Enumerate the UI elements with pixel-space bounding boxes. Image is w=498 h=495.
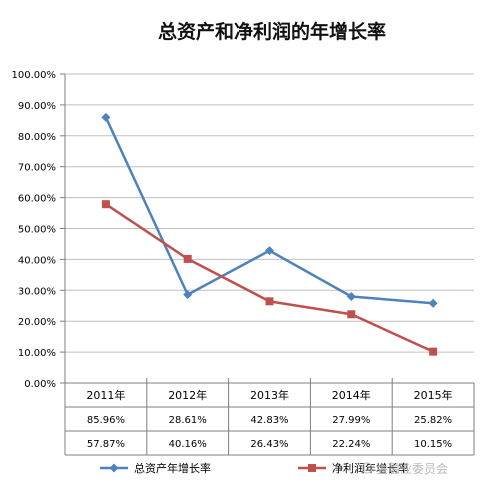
x-tick-label: 2011年 <box>86 388 125 402</box>
data-point <box>308 464 316 472</box>
y-tick-label: 80.00% <box>18 132 56 143</box>
series-group <box>101 112 438 308</box>
y-tick-label: 60.00% <box>18 194 56 205</box>
table-value-label: 57.87% <box>87 439 125 450</box>
legend-label: 净利润年增长率 <box>332 461 409 475</box>
series-line <box>104 116 434 305</box>
data-table: 2011年 2012年 2013年 2014年 2015年 85.96% 28.61% 42.… <box>64 378 475 456</box>
grid-layer: 0.00% 10.00% 20.00% 30.00% 40.00% 50.00% 60.00… <box>12 70 474 390</box>
series-layer <box>101 112 438 356</box>
data-point <box>183 254 192 263</box>
x-tick-label: 2014年 <box>332 388 371 402</box>
table-value-label: 28.61% <box>169 415 207 426</box>
y-tick-label: 70.00% <box>18 163 56 174</box>
watermark-icon <box>361 462 373 474</box>
series-group <box>101 200 438 356</box>
y-tick-label: 10.00% <box>18 348 56 359</box>
data-point <box>429 347 438 356</box>
x-tick-label: 2013年 <box>250 388 289 402</box>
data-point <box>183 290 193 300</box>
table-value-label: 40.16% <box>169 439 207 450</box>
y-tick-label: 40.00% <box>18 255 56 266</box>
table-value-label: 22.24% <box>332 439 370 450</box>
x-tick-label: 2012年 <box>168 388 207 402</box>
watermark-text: 金融业委员会 <box>376 461 448 476</box>
table-value-label: 25.82% <box>414 415 452 426</box>
y-tick-label: 100.00% <box>12 70 57 81</box>
legend-label: 总资产年增长率 <box>134 461 211 475</box>
table-value-label: 10.15% <box>414 439 452 450</box>
data-point <box>101 112 111 122</box>
table-value-label: 42.83% <box>250 415 288 426</box>
data-point <box>265 297 274 306</box>
chart-title: 总资产和净利润的年增长率 <box>158 20 386 43</box>
y-tick-label: 0.00% <box>24 379 56 390</box>
y-tick-label: 90.00% <box>18 101 56 112</box>
data-point <box>101 200 110 209</box>
data-point <box>109 463 119 473</box>
data-point <box>428 298 438 308</box>
data-point <box>265 246 274 256</box>
y-tick-label: 30.00% <box>18 286 56 297</box>
legend: 总资产年增长率 净利润年增长率 <box>100 461 409 475</box>
data-point <box>346 292 356 302</box>
table-value-label: 26.43% <box>250 439 288 450</box>
data-point <box>347 310 356 319</box>
x-tick-label: 2015年 <box>414 388 453 402</box>
table-value-label: 85.96% <box>87 415 125 426</box>
watermark: 金融业委员会 <box>361 461 448 476</box>
y-tick-label: 50.00% <box>18 225 56 236</box>
y-tick-label: 20.00% <box>18 317 56 328</box>
table-value-label: 27.99% <box>332 415 370 426</box>
